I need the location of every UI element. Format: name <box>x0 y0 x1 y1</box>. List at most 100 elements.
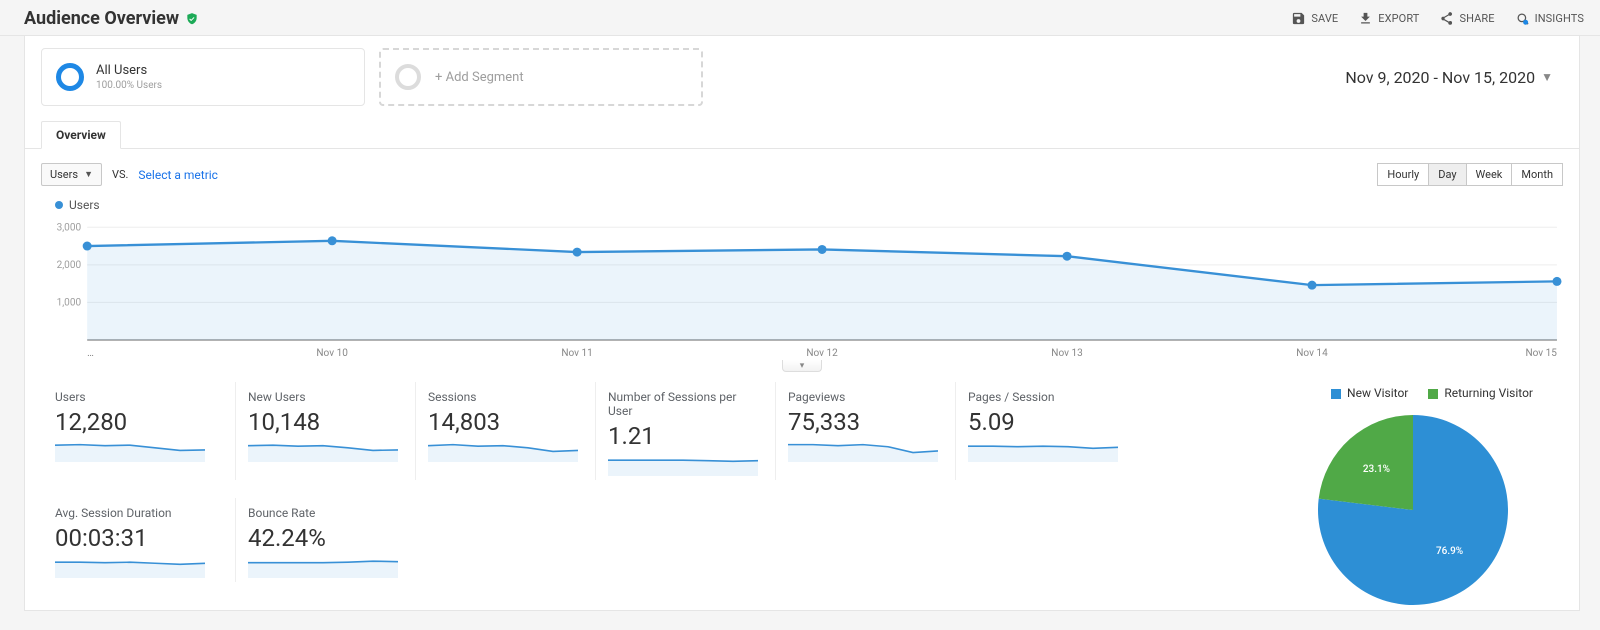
chart-legend: Users <box>25 190 1579 212</box>
metric-sparkline <box>55 442 223 462</box>
metric-card[interactable]: Sessions14,803 <box>415 382 595 480</box>
metrics-row-2: Avg. Session Duration 00:03:31 Bounce Rate… <box>55 498 1251 582</box>
metric-value: 00:03:31 <box>55 524 223 552</box>
tab-row: Overview <box>25 120 1579 149</box>
svg-text:Nov 13: Nov 13 <box>1051 348 1082 359</box>
metric-sparkline <box>968 442 1123 462</box>
metric-label: Pageviews <box>788 390 943 404</box>
granularity-day[interactable]: Day <box>1429 163 1466 186</box>
chevron-down-icon: ▼ <box>84 169 93 180</box>
export-button[interactable]: EXPORT <box>1358 11 1419 26</box>
metric-card[interactable]: Avg. Session Duration 00:03:31 <box>55 498 235 582</box>
controls-left: Users ▼ VS. Select a metric <box>41 163 218 186</box>
svg-text:Nov 11: Nov 11 <box>561 348 592 359</box>
lower-section: Users 12,280 New Users 10,148 Sessions14,803… <box>25 372 1579 610</box>
metric-sparkline <box>608 456 763 476</box>
metric-label: Pages / Session <box>968 390 1123 404</box>
top-bar: Audience Overview SAVE EXPORT SHARE INSI… <box>0 0 1600 36</box>
pie-legend-item: Returning Visitor <box>1428 386 1533 400</box>
metrics-grid: Users 12,280 New Users 10,148 Sessions14,803… <box>55 382 1251 582</box>
metric-card[interactable]: New Users 10,148 <box>235 382 415 480</box>
date-range-label: Nov 9, 2020 - Nov 15, 2020 <box>1345 68 1535 87</box>
svg-text:76.9%: 76.9% <box>1436 546 1463 557</box>
svg-text:23.1%: 23.1% <box>1363 464 1390 475</box>
svg-text:Nov 10: Nov 10 <box>316 348 348 359</box>
legend-label: Users <box>69 198 100 212</box>
metric-value: 12,280 <box>55 408 223 436</box>
date-range-picker[interactable]: Nov 9, 2020 - Nov 15, 2020 ▼ <box>1345 68 1563 87</box>
metric-card[interactable]: Pageviews 75,333 <box>775 382 955 480</box>
segment-subtitle: 100.00% Users <box>96 80 162 91</box>
visitor-pie-column: New Visitor Returning Visitor 76.9% 23.1% <box>1263 382 1563 610</box>
granularity-hourly[interactable]: Hourly <box>1377 163 1429 186</box>
metric-sparkline <box>428 442 583 462</box>
metric-card[interactable]: Number of Sessions per User1.21 <box>595 382 775 480</box>
save-button[interactable]: SAVE <box>1291 11 1338 26</box>
svg-text:Nov 14: Nov 14 <box>1296 348 1328 359</box>
legend-dot <box>55 201 63 209</box>
controls-row: Users ▼ VS. Select a metric HourlyDayWee… <box>25 149 1579 190</box>
svg-text:3,000: 3,000 <box>57 222 82 233</box>
metric-label: Sessions <box>428 390 583 404</box>
metric-value: 5.09 <box>968 408 1123 436</box>
tab-overview-label: Overview <box>56 128 106 142</box>
tab-overview[interactable]: Overview <box>41 121 121 149</box>
save-icon <box>1291 11 1306 26</box>
metric-card[interactable]: Pages / Session 5.09 <box>955 382 1135 480</box>
metric-dropdown[interactable]: Users ▼ <box>41 163 102 186</box>
add-segment-label: + Add Segment <box>435 70 524 85</box>
add-segment-icon <box>395 64 421 90</box>
svg-text:…: … <box>87 348 94 359</box>
metric-label: New Users <box>248 390 403 404</box>
verified-shield-icon <box>185 12 199 26</box>
segment-all-users[interactable]: All Users 100.00% Users <box>41 48 365 106</box>
page-title: Audience Overview <box>24 8 179 29</box>
top-bar-left: Audience Overview <box>24 8 199 29</box>
top-bar-actions: SAVE EXPORT SHARE INSIGHTS <box>1291 11 1584 26</box>
share-label: SHARE <box>1459 12 1494 25</box>
segment-title: All Users <box>96 63 162 78</box>
segments-row: All Users 100.00% Users + Add Segment No… <box>25 36 1579 114</box>
metric-value: 42.24% <box>248 524 403 552</box>
export-icon <box>1358 11 1373 26</box>
pie-legend-item: New Visitor <box>1331 386 1408 400</box>
share-icon <box>1439 11 1454 26</box>
content-panel: All Users 100.00% Users + Add Segment No… <box>24 36 1580 611</box>
granularity-group: HourlyDayWeekMonth <box>1377 163 1563 186</box>
metric-card[interactable]: Users 12,280 <box>55 382 235 480</box>
metric-card[interactable]: Bounce Rate 42.24% <box>235 498 415 582</box>
share-button[interactable]: SHARE <box>1439 11 1494 26</box>
svg-text:2,000: 2,000 <box>57 260 82 271</box>
granularity-week[interactable]: Week <box>1467 163 1513 186</box>
vs-label: VS. <box>112 168 128 181</box>
granularity-month[interactable]: Month <box>1512 163 1563 186</box>
export-label: EXPORT <box>1378 12 1419 25</box>
metrics-row-1: Users 12,280 New Users 10,148 Sessions14,803… <box>55 382 1251 480</box>
insights-label: INSIGHTS <box>1535 12 1584 25</box>
pie-legend: New Visitor Returning Visitor <box>1263 386 1563 400</box>
metric-label: Bounce Rate <box>248 506 403 520</box>
svg-text:Nov 12: Nov 12 <box>806 348 838 359</box>
legend-swatch <box>1331 389 1341 399</box>
add-segment-button[interactable]: + Add Segment <box>379 48 703 106</box>
metric-dropdown-label: Users <box>50 168 78 181</box>
svg-text:Nov 15: Nov 15 <box>1525 348 1557 359</box>
metric-value: 10,148 <box>248 408 403 436</box>
segment-text: All Users 100.00% Users <box>96 63 162 91</box>
segment-donut-icon <box>56 63 84 91</box>
save-label: SAVE <box>1311 12 1338 25</box>
select-metric-link[interactable]: Select a metric <box>138 168 218 182</box>
metric-sparkline <box>248 558 403 578</box>
insights-icon <box>1515 11 1530 26</box>
users-chart: 1,0002,0003,000…Nov 10Nov 11Nov 12Nov 13… <box>25 212 1579 362</box>
chevron-down-icon: ▼ <box>1541 70 1553 84</box>
metric-label: Users <box>55 390 223 404</box>
metric-value: 75,333 <box>788 408 943 436</box>
legend-swatch <box>1428 389 1438 399</box>
metric-sparkline <box>248 442 403 462</box>
insights-button[interactable]: INSIGHTS <box>1515 11 1584 26</box>
metric-value: 1.21 <box>608 422 763 450</box>
metric-sparkline <box>55 558 223 578</box>
metric-sparkline <box>788 442 943 462</box>
metric-label: Avg. Session Duration <box>55 506 223 520</box>
